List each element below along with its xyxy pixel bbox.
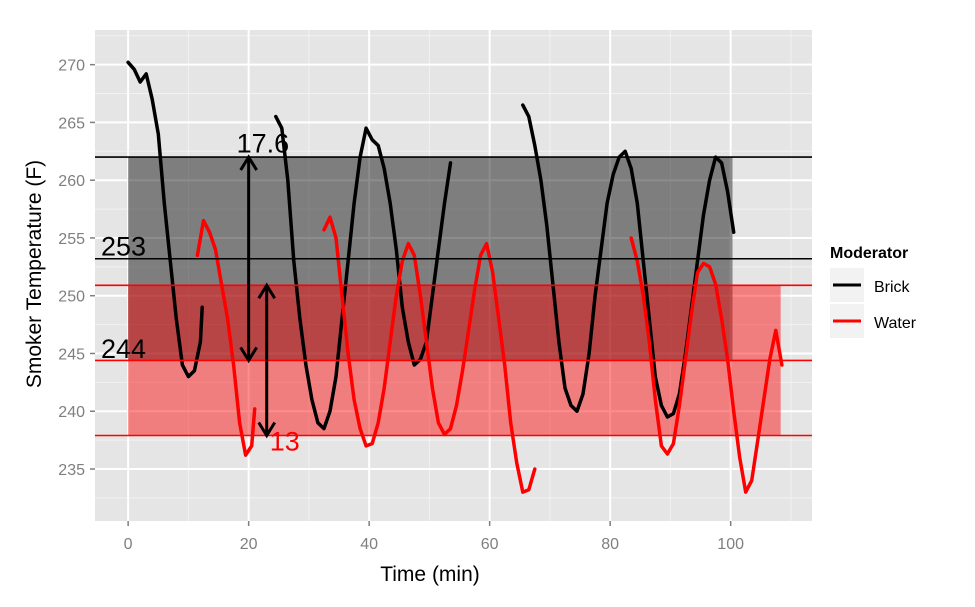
x-tick-label: 40 (360, 536, 378, 553)
major-gridlines (95, 30, 812, 521)
y-tick-label: 265 (58, 115, 85, 132)
series-line-brick (521, 103, 736, 419)
minor-gridlines (95, 30, 812, 521)
legend-label-brick: Brick (874, 279, 911, 296)
x-tick-label: 60 (481, 536, 499, 553)
range-bands (128, 157, 781, 436)
reference-lines (95, 156, 812, 437)
range-arrows (239, 154, 276, 439)
series-line-brick (274, 114, 453, 431)
series-line-water (629, 236, 784, 494)
y-axis-ticks: 235 240 245 250 255 260 265 270 (58, 58, 95, 479)
x-tick-label: 80 (601, 536, 619, 553)
y-tick-label: 260 (58, 173, 85, 190)
series-line-water (195, 218, 257, 457)
series-line-water (322, 215, 537, 494)
annotation-label: 17.6 (237, 128, 290, 158)
arrow-head-up (239, 154, 258, 171)
y-tick-label: 250 (58, 289, 85, 306)
y-tick-label: 245 (58, 346, 85, 363)
series-lines (126, 60, 784, 494)
annotation-label: 253 (101, 231, 146, 261)
annotation-label: 244 (101, 334, 146, 364)
y-tick-label: 235 (58, 462, 85, 479)
plot-panel (95, 30, 812, 521)
series-line-brick (126, 60, 204, 379)
annotation-label: 13 (270, 427, 300, 457)
x-tick-label: 100 (717, 536, 744, 553)
y-tick-label: 255 (58, 231, 85, 248)
legend: Moderator Brick Water (830, 245, 917, 338)
legend-label-water: Water (874, 315, 917, 332)
legend-title: Moderator (830, 245, 908, 262)
annotations: 17.6 253 244 13 (101, 128, 300, 456)
arrow-head-up (257, 282, 276, 300)
x-axis-ticks: 0 20 40 60 80 100 (124, 521, 744, 553)
arrow-head-down (239, 346, 258, 364)
y-axis-label: Smoker Temperature (F) (23, 160, 46, 388)
x-tick-label: 20 (240, 536, 258, 553)
arrow-head-down (257, 421, 276, 439)
x-tick-label: 0 (124, 536, 133, 553)
y-tick-label: 240 (58, 404, 85, 421)
x-axis-label: Time (min) (380, 563, 480, 586)
y-tick-label: 270 (58, 58, 85, 75)
